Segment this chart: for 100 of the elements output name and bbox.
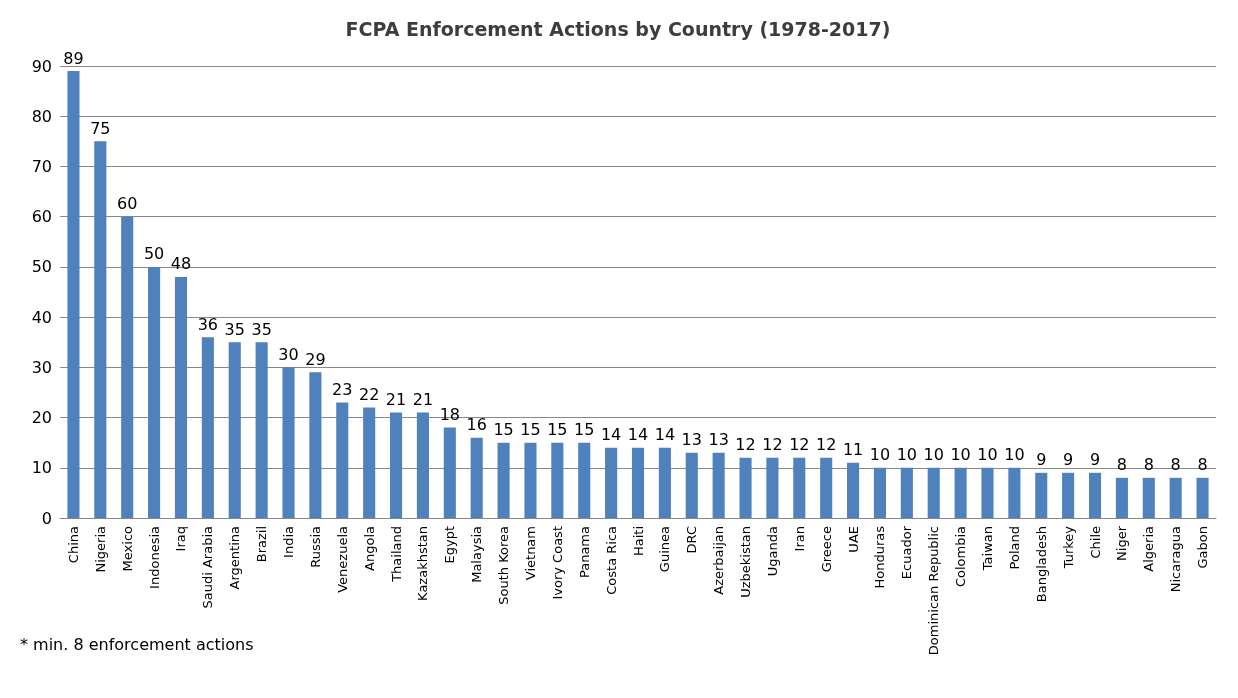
y-tick-label: 80 [31, 106, 52, 126]
y-tick-label: 70 [31, 156, 52, 176]
bar [416, 412, 429, 518]
x-tick-label: Chile [1087, 526, 1103, 559]
bar [954, 467, 967, 518]
data-label: 12 [816, 435, 837, 455]
x-tick-label: Taiwan [979, 526, 995, 572]
x-tick-label: Nigeria [92, 526, 108, 573]
data-label: 15 [574, 420, 595, 440]
data-label: 14 [654, 425, 676, 445]
x-tick-label: Ivory Coast [549, 526, 565, 600]
x-tick-label: Poland [1006, 526, 1022, 570]
chart-title: FCPA Enforcement Actions by Country (1978-2017) [345, 17, 891, 40]
x-tick-label: Nicaragua [1168, 526, 1184, 593]
bar [551, 442, 564, 518]
bar [712, 452, 725, 518]
x-tick-label: Egypt [442, 526, 458, 564]
bar [470, 437, 483, 518]
data-label: 9 [1036, 450, 1047, 470]
bar [793, 457, 806, 518]
data-label: 35 [251, 319, 272, 339]
data-label: 36 [197, 314, 219, 334]
bar [685, 452, 698, 518]
data-label: 9 [1089, 450, 1101, 470]
x-tick-label: Uzbekistan [738, 526, 754, 598]
x-tick-label: Kazakhstan [415, 526, 431, 601]
x-tick-label: Vietnam [522, 526, 538, 581]
x-tick-label: China [65, 526, 81, 564]
x-tick-label: Dominican Republic [926, 526, 942, 656]
x-tick-label: Venezuela [334, 526, 350, 593]
data-label: 21 [385, 390, 407, 410]
data-label: 10 [896, 445, 918, 465]
data-label: 10 [1004, 445, 1025, 465]
data-label: 23 [332, 379, 353, 399]
data-label: 13 [708, 430, 729, 450]
y-tick-label: 50 [31, 257, 52, 277]
bar [309, 372, 322, 518]
y-tick-label: 10 [31, 458, 52, 478]
x-tick-label: Ecuador [899, 525, 915, 580]
x-tick-label: Russia [307, 526, 323, 568]
x-tick-label: Gabon [1195, 526, 1211, 569]
x-tick-label: Niger [1114, 525, 1130, 561]
data-label: 8 [1143, 455, 1154, 475]
x-tick-label: Thailand [388, 526, 404, 583]
x-tick-label: Iraq [173, 526, 189, 552]
data-label: 35 [224, 319, 245, 339]
x-tick-label: Colombia [953, 526, 969, 588]
data-label: 18 [439, 405, 460, 425]
bar [255, 342, 268, 518]
data-label: 15 [547, 420, 568, 440]
data-label: 29 [305, 349, 326, 369]
bar [1062, 472, 1075, 518]
data-label: 9 [1063, 450, 1074, 470]
x-tick-label: Costa Rica [603, 526, 619, 595]
data-label: 13 [681, 430, 702, 450]
x-tick-label: Mexico [119, 525, 135, 572]
bar [1115, 477, 1128, 518]
bar [578, 442, 591, 518]
data-label: 14 [627, 425, 649, 445]
bar [443, 427, 456, 518]
data-label: 11 [842, 440, 864, 460]
x-tick-label: Bangladesh [1033, 526, 1049, 603]
x-tick-label: Turkey [1060, 525, 1076, 570]
bar [873, 467, 886, 518]
data-label: 16 [466, 415, 487, 435]
data-label: 8 [1170, 455, 1181, 475]
data-label: 12 [735, 435, 756, 455]
data-label: 12 [789, 435, 810, 455]
data-label: 50 [143, 244, 165, 264]
bar [148, 266, 161, 518]
text: * min. 8 enforcement actions [20, 634, 254, 654]
data-label: 14 [600, 425, 622, 445]
x-tick-label: Brazil [254, 526, 270, 563]
data-label: 60 [117, 194, 138, 214]
x-tick-label: UAE [845, 526, 861, 553]
data-label: 75 [90, 118, 111, 138]
data-label: 10 [869, 445, 891, 465]
bar [174, 276, 188, 518]
bar [1142, 477, 1155, 518]
bar [497, 442, 510, 518]
x-tick-label: Panama [576, 526, 592, 579]
y-tick-label: 60 [31, 207, 52, 227]
x-tick-label: Haiti [630, 526, 646, 557]
x-tick-label: Guinea [657, 526, 673, 573]
bar [336, 402, 349, 518]
data-label: 89 [63, 48, 84, 68]
bar [282, 367, 295, 518]
data-label: 10 [977, 445, 998, 465]
y-tick-label: 20 [31, 408, 52, 428]
data-label: 30 [278, 344, 299, 364]
bar [820, 457, 833, 518]
x-tick-label: DRC [684, 526, 700, 554]
y-tick-label: 90 [31, 56, 52, 76]
data-label: 15 [520, 420, 541, 440]
bar [900, 467, 913, 518]
bar [1196, 477, 1209, 518]
x-tick-label: Azerbaijan [711, 526, 727, 595]
bar [658, 447, 671, 518]
bar [1169, 477, 1182, 518]
y-tick-label: 30 [31, 357, 52, 377]
